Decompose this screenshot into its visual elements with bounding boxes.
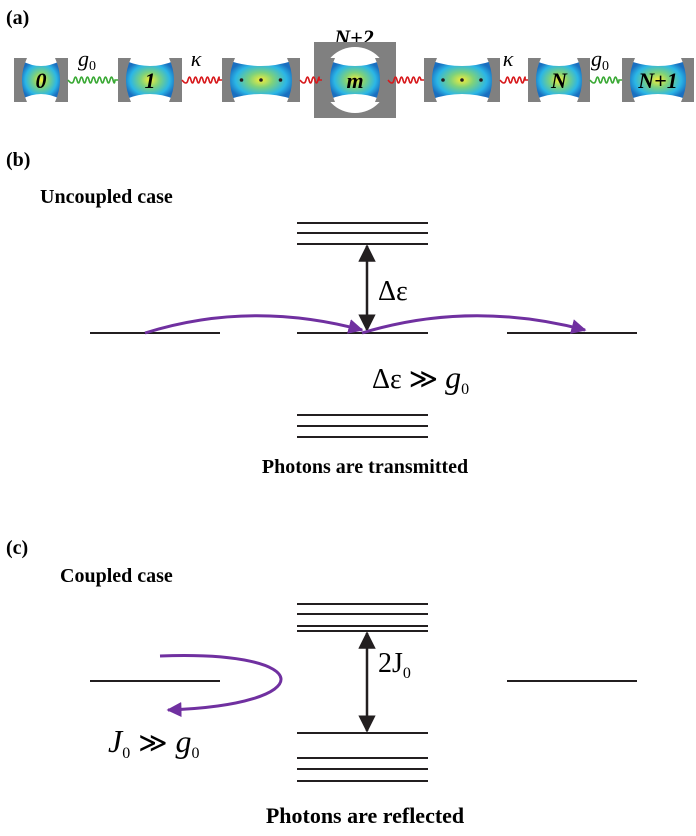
spring (387, 76, 424, 84)
mirror (55, 58, 68, 102)
spring (67, 76, 118, 84)
dot (441, 78, 445, 82)
mirror (681, 58, 694, 102)
panel-a: (a) N+2 0 1 m N N+1g0 κ κ g0 (6, 7, 694, 118)
coupling-label: κ (503, 46, 514, 71)
gap-label: Δε (378, 276, 408, 307)
beam (536, 61, 582, 99)
levels (90, 603, 637, 782)
cavity-label: 0 (36, 68, 47, 93)
gap-label: 2J0 (378, 648, 411, 682)
coupling-sub: 0 (89, 59, 96, 74)
beam (330, 61, 380, 99)
levels (90, 222, 637, 438)
mirror (322, 58, 335, 102)
beam (22, 61, 60, 99)
panel-label: (a) (6, 7, 29, 29)
mirror (487, 58, 500, 102)
mirror (222, 58, 235, 102)
dot (479, 78, 483, 82)
dot (259, 78, 263, 82)
caption: Photons are reflected (266, 803, 464, 828)
dot (239, 78, 244, 82)
hop-arrow (361, 314, 587, 335)
cavity-label: N+1 (637, 68, 677, 93)
cavity: 1 (118, 58, 182, 102)
cavity: N+1 (622, 58, 694, 102)
mirror (528, 58, 541, 102)
hop-arrow (144, 314, 364, 335)
beam (630, 61, 686, 99)
mirror (424, 58, 437, 102)
dot (278, 78, 283, 82)
dot (460, 78, 464, 82)
beam (126, 61, 174, 99)
spring (181, 76, 222, 84)
coupling-label: κ (191, 46, 202, 71)
cavity-label: 1 (145, 68, 156, 93)
spring (589, 76, 622, 84)
caption: Photons are transmitted (262, 456, 468, 478)
cavity: 0 (14, 58, 68, 102)
coupling-symbol: g (591, 46, 602, 71)
coupling-symbol: κ (191, 46, 202, 71)
panel-label: (c) (6, 537, 28, 559)
panel-c: (c) Coupled case 2J0 J0 ≫ g0 Photons are… (6, 537, 637, 828)
cavity-label: m (346, 68, 363, 93)
mirror (118, 58, 131, 102)
mirror (622, 58, 635, 102)
panel-label: (b) (6, 149, 30, 171)
coupling-symbol: κ (503, 46, 514, 71)
mirror (287, 58, 300, 102)
cavity-label: N (550, 68, 568, 93)
mirror (169, 58, 182, 102)
cavity: m (314, 42, 396, 118)
condition: Δε ≫ g0 (372, 359, 469, 398)
cavity: N (528, 58, 590, 102)
coupling-label: g0 (591, 46, 609, 74)
spring (299, 76, 322, 84)
condition: J0 ≫ g0 (108, 723, 200, 762)
mirror (375, 58, 388, 102)
cavity (222, 58, 300, 102)
spring (499, 76, 528, 84)
coupling-label: g0 (78, 46, 96, 74)
coupling-symbol: g (78, 46, 89, 71)
coupling-sub: 0 (602, 59, 609, 74)
cavity (424, 58, 500, 102)
panel-b: (b) Uncoupled case Δε Δε ≫ g0 Photons ar… (6, 149, 637, 478)
subtitle: Uncoupled case (40, 186, 173, 208)
subtitle: Coupled case (60, 565, 173, 587)
reflect-arrow (159, 654, 283, 718)
mirror (14, 58, 27, 102)
mirror (577, 58, 590, 102)
